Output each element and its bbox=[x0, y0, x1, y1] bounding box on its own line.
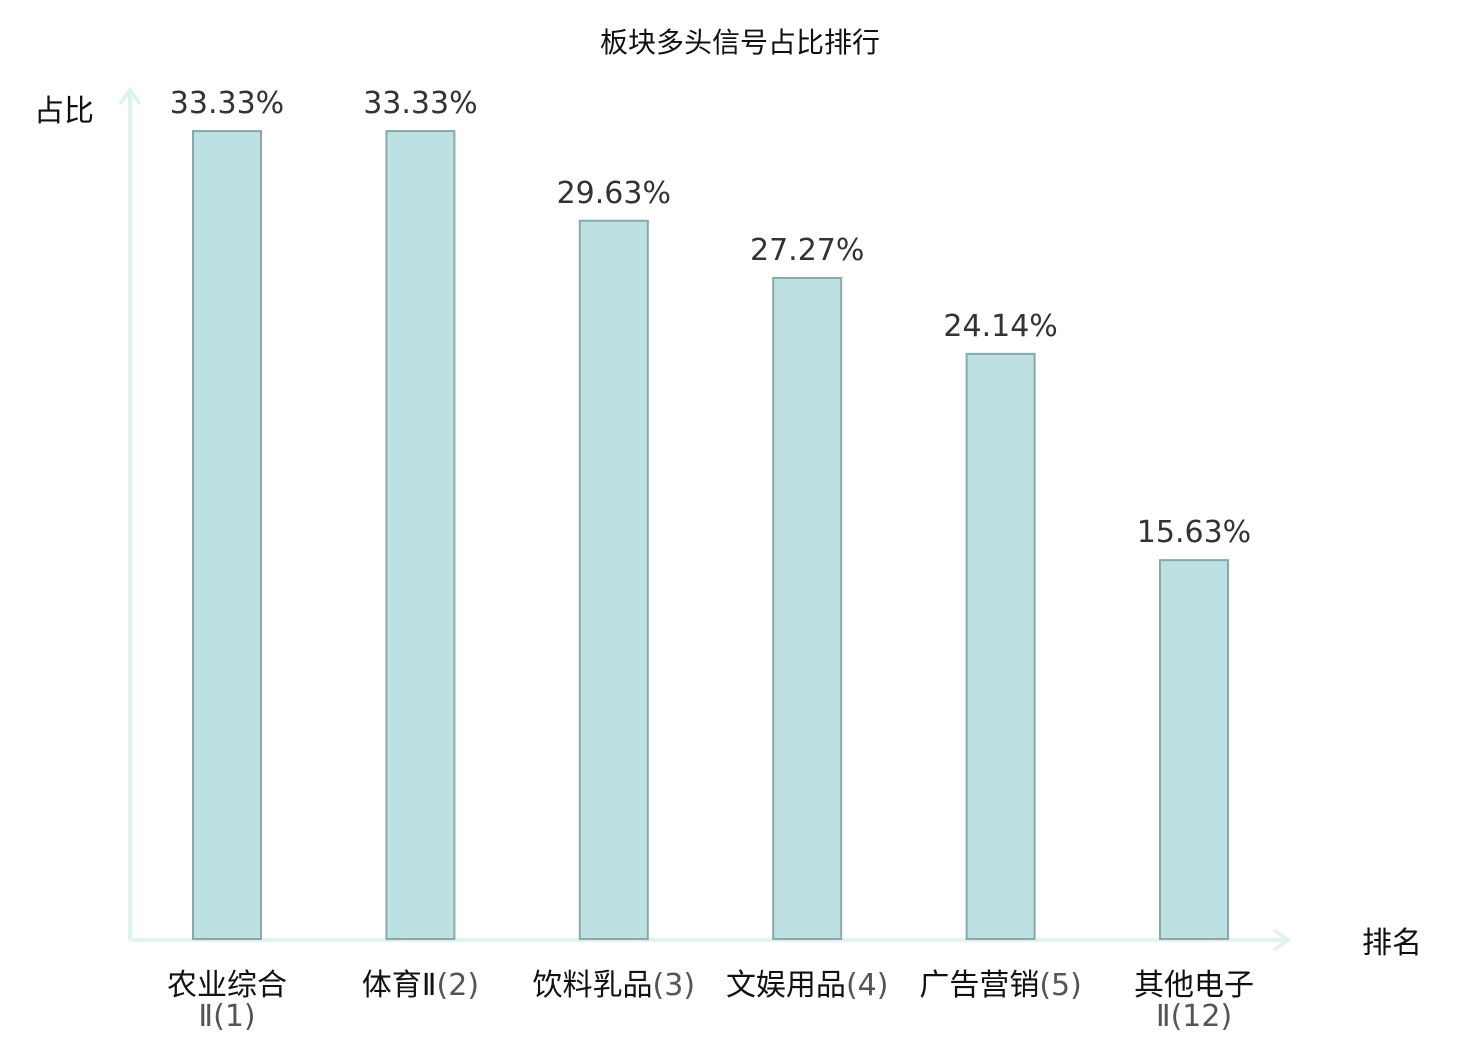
chart-title: 板块多头信号占比排行 bbox=[600, 26, 880, 59]
category-name: 其他电子 bbox=[1134, 968, 1254, 1003]
bar-value-label: 15.63% bbox=[1137, 515, 1251, 550]
category-rank: (5) bbox=[1039, 968, 1082, 1003]
category-rank: (4) bbox=[846, 968, 889, 1003]
category-rank: (2) bbox=[437, 968, 480, 1003]
bar-value-label: 29.63% bbox=[557, 176, 671, 211]
category-name-rest: Ⅱ(12) bbox=[1156, 999, 1232, 1034]
bar-value-label: 33.33% bbox=[363, 86, 477, 121]
bar bbox=[965, 352, 1036, 941]
bar bbox=[772, 276, 843, 940]
category-name: 农业综合 bbox=[167, 968, 287, 1003]
category-labels: 农业综合 Ⅱ(1)体育Ⅱ(2) 饮料乳品(3) 文娱用品(4) 广告营销(5) 其他电子 Ⅱ… bbox=[167, 968, 1254, 1034]
category-name: 文娱用品 bbox=[726, 968, 846, 1003]
category-tick-label: 饮料乳品(3) bbox=[533, 968, 696, 1003]
bar-value-label: 24.14% bbox=[943, 309, 1057, 344]
category-name-rest: Ⅱ(1) bbox=[198, 999, 255, 1034]
category-rank: (3) bbox=[653, 968, 696, 1003]
x-axis-label: 排名 bbox=[1362, 926, 1422, 961]
bar bbox=[578, 219, 649, 940]
bars bbox=[192, 130, 1229, 941]
y-axis-arrow bbox=[118, 86, 142, 106]
category-tick-label: 体育Ⅱ(2) bbox=[362, 968, 479, 1003]
category-tick-label: 农业综合 Ⅱ(1) bbox=[167, 968, 287, 1034]
category-name: 饮料乳品 bbox=[533, 968, 653, 1003]
y-axis-label: 占比 bbox=[34, 94, 94, 129]
bar bbox=[192, 130, 262, 940]
x-axis-arrow bbox=[1272, 928, 1292, 952]
bar bbox=[1159, 559, 1229, 940]
category-tick-label: 其他电子 Ⅱ(12) bbox=[1134, 968, 1254, 1034]
category-name: 广告营销 bbox=[919, 968, 1039, 1003]
bar bbox=[385, 130, 456, 940]
bar-value-label: 27.27% bbox=[750, 233, 864, 268]
bar-value-label: 33.33% bbox=[170, 86, 284, 121]
axes bbox=[118, 86, 1292, 952]
category-name: 体育Ⅱ bbox=[362, 968, 437, 1003]
category-tick-label: 广告营销(5) bbox=[919, 968, 1082, 1003]
value-labels: 33.33% 33.33% 29.63% 27.27% 24.14% 15.63% bbox=[170, 86, 1251, 550]
category-tick-label: 文娱用品(4) bbox=[726, 968, 889, 1003]
